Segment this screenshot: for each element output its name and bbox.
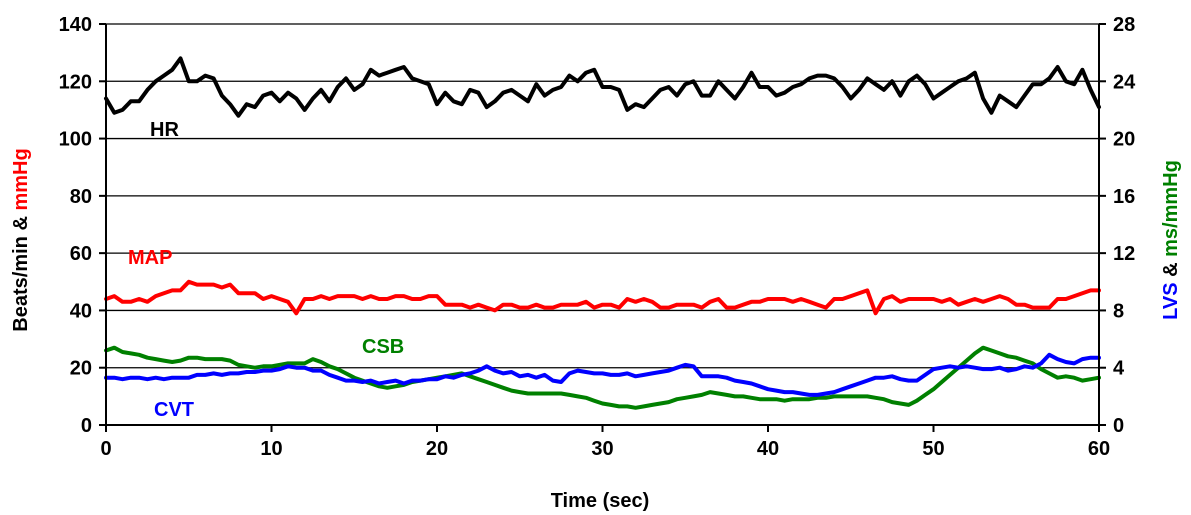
left-y-tick-label: 0 xyxy=(81,415,92,437)
x-tick-label: 40 xyxy=(757,438,779,460)
y2label-part: LVS xyxy=(1160,282,1182,319)
right-y-tick-label: 24 xyxy=(1113,71,1136,93)
x-tick-label: 10 xyxy=(260,438,282,460)
right-y-tick-label: 28 xyxy=(1113,14,1135,36)
x-tick-label: 0 xyxy=(100,438,111,460)
y2label-part: & xyxy=(1160,257,1182,283)
right-y-tick-label: 4 xyxy=(1113,358,1125,380)
series-labels: HR MAP CSB CVT xyxy=(128,119,404,421)
x-tick-label: 60 xyxy=(1088,438,1110,460)
left-y-axis-title: Beats/min & mmHg xyxy=(10,148,32,331)
left-y-tick-label: 20 xyxy=(70,358,92,380)
series-line-hr xyxy=(104,56,1101,118)
left-y-tick-label: 140 xyxy=(59,14,92,36)
left-y-tick-labels: 0 20 40 60 80 100 120 140 xyxy=(59,14,92,437)
series-label-map: MAP xyxy=(128,247,172,269)
left-y-tick-label: 100 xyxy=(59,129,92,151)
left-y-tick-label: 120 xyxy=(59,71,92,93)
x-axis-title: Time (sec) xyxy=(551,490,650,512)
left-y-tick-label: 80 xyxy=(70,186,92,208)
right-y-tick-label: 8 xyxy=(1113,300,1124,322)
right-y-tick-label: 16 xyxy=(1113,186,1135,208)
series-label-hr: HR xyxy=(150,119,179,141)
series-line-map xyxy=(104,279,1101,316)
ylabel-part: Beats/min & xyxy=(10,211,32,332)
series-label-csb: CSB xyxy=(362,336,404,358)
axes xyxy=(99,23,1106,432)
series-line-cvt xyxy=(104,352,1101,397)
right-y-axis-title: LVS & ms/mmHg xyxy=(1160,160,1182,320)
right-y-tick-labels: 0 4 8 12 16 20 24 28 xyxy=(1113,14,1136,437)
left-y-tick-label: 60 xyxy=(70,243,92,265)
ylabel-part: mmHg xyxy=(10,148,32,210)
left-y-tick-label: 40 xyxy=(70,300,92,322)
y2label-part: ms/mmHg xyxy=(1160,160,1182,257)
x-tick-label: 30 xyxy=(591,438,613,460)
x-tick-label: 50 xyxy=(922,438,944,460)
x-tick-labels: 0 10 20 30 40 50 60 xyxy=(100,438,1110,460)
x-tick-label: 20 xyxy=(426,438,448,460)
right-y-tick-label: 0 xyxy=(1113,415,1124,437)
series-line-csb xyxy=(104,345,1101,410)
right-y-tick-label: 12 xyxy=(1113,243,1135,265)
gridlines xyxy=(106,23,1099,369)
right-y-tick-label: 20 xyxy=(1113,129,1135,151)
series-lines xyxy=(104,56,1101,410)
series-label-cvt: CVT xyxy=(154,399,194,421)
